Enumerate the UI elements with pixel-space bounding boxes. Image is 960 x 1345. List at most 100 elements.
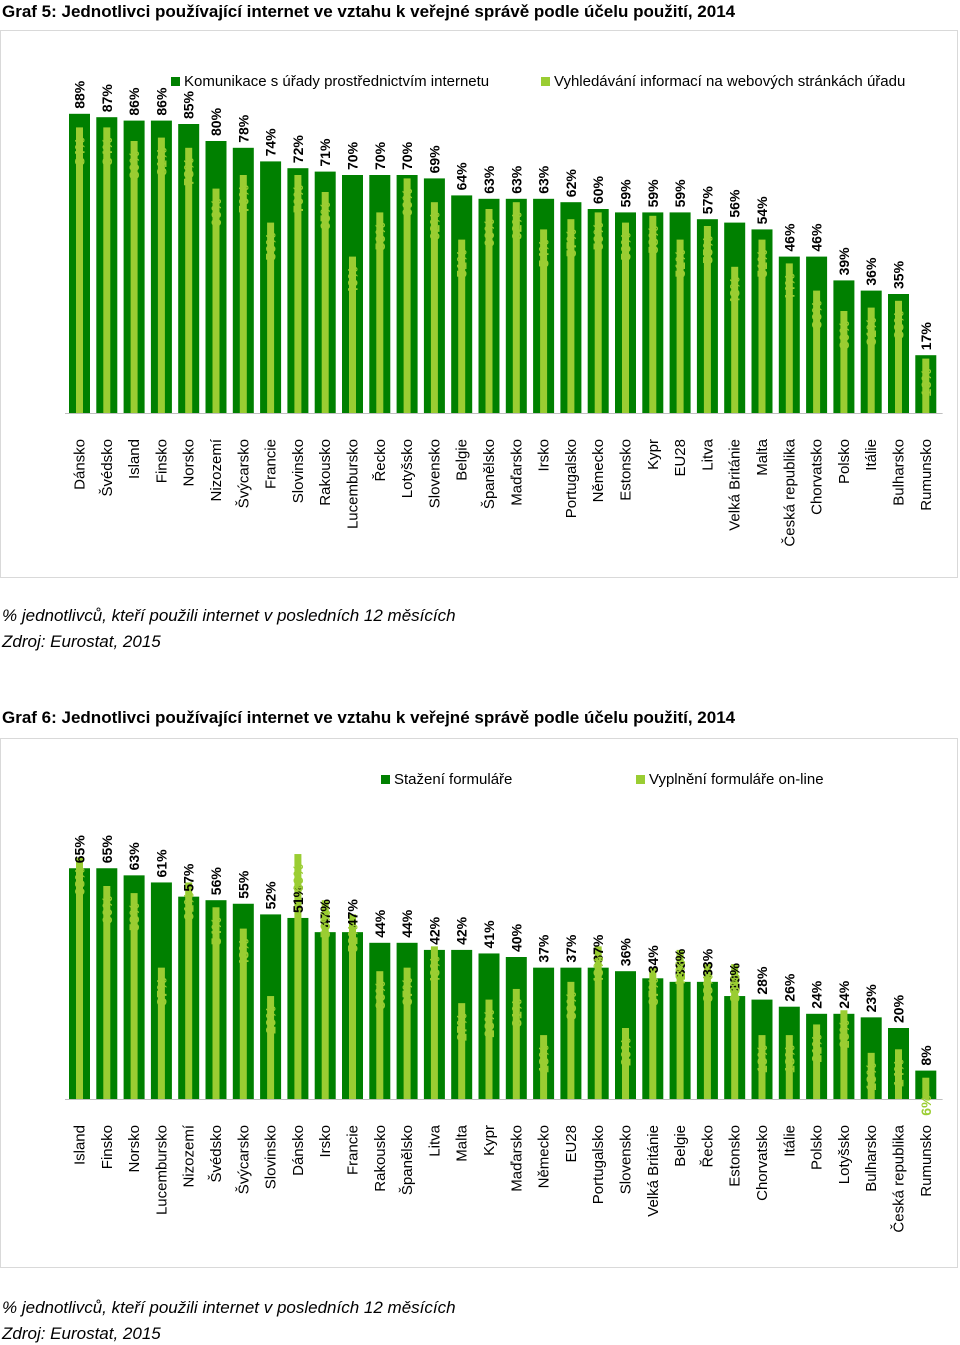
data-label-series-2: 69% (290, 863, 306, 892)
category-label: Německo (590, 439, 607, 502)
data-label-series-1: 17% (918, 322, 934, 351)
bar-series-2 (649, 967, 657, 1099)
category-label: Polsko (836, 439, 853, 484)
bar-series-2 (403, 967, 411, 1099)
category-label: Slovensko (426, 439, 443, 508)
bar-series-2 (130, 893, 138, 1099)
data-label-series-1: 63% (536, 165, 552, 194)
bar-series-2 (922, 1077, 930, 1099)
category-label: Litva (426, 1124, 443, 1156)
data-label-series-1: 28% (754, 966, 770, 995)
bar-series-2 (649, 215, 657, 413)
data-label-series-2: 56% (618, 232, 634, 261)
bar-series-2 (430, 202, 438, 413)
data-label-series-1: 57% (699, 186, 715, 215)
category-label: Česká republika (781, 438, 798, 546)
data-label-series-2: 56% (263, 232, 279, 261)
category-label: Španělsko (399, 1125, 416, 1195)
data-label-series-1: 56% (727, 189, 743, 218)
data-label-series-1: 78% (235, 114, 251, 143)
data-label-series-2: 84% (99, 137, 115, 166)
bar-series-2 (458, 1003, 466, 1099)
data-label-series-2: 43% (590, 956, 606, 985)
category-label: Slovinsko (263, 1125, 280, 1189)
data-label-series-1: 64% (454, 162, 470, 191)
data-label-series-2: 25% (836, 1020, 852, 1049)
data-label-series-1: 87% (99, 84, 115, 113)
bar-series-2 (758, 239, 766, 413)
bar-series-2 (895, 1049, 902, 1099)
data-label-series-1: 44% (399, 909, 415, 938)
category-label: Litva (699, 438, 716, 470)
data-label-series-1: 35% (891, 260, 907, 289)
legend-label-1: Stažení formuláře (394, 771, 512, 788)
legend-swatch-2 (636, 775, 645, 784)
category-label: Švédsko (99, 439, 116, 497)
data-label-series-2: 59% (372, 222, 388, 251)
data-label-series-2: 48% (235, 938, 251, 967)
data-label-series-2: 80% (126, 150, 142, 179)
data-label-series-1: 71% (317, 138, 333, 167)
category-label: Řecko (372, 439, 389, 482)
category-label: Maďarsko (508, 439, 525, 506)
bar-series-2 (731, 266, 739, 413)
data-label-series-2: 18% (781, 1045, 797, 1074)
bar-series-2 (76, 127, 83, 414)
bar-series-1 (533, 967, 555, 1099)
category-label: Estonsko (618, 439, 635, 501)
bar-series-2 (703, 226, 711, 413)
bar-series-2 (321, 192, 329, 413)
category-label: Chorvatsko (754, 1125, 771, 1201)
category-label: Estonsko (727, 1125, 744, 1187)
data-label-series-1: 59% (645, 179, 661, 208)
data-label-series-1: 63% (508, 165, 524, 194)
data-label-series-1: 33% (699, 948, 715, 977)
category-label: Dánsko (290, 1125, 307, 1176)
data-label-series-1: 44% (372, 909, 388, 938)
data-label-series-2: 66% (208, 198, 224, 227)
data-label-series-1: 57% (181, 863, 197, 892)
bar-series-2 (294, 175, 302, 413)
data-label-series-2: 21% (809, 1034, 825, 1063)
data-label-series-1: 63% (481, 165, 497, 194)
bar-series-2 (813, 290, 821, 413)
chart-6-title: Graf 6: Jednotlivci používající internet… (2, 708, 736, 727)
category-label: Slovinsko (290, 439, 307, 503)
data-label-series-1: 20% (891, 994, 907, 1023)
data-label-series-1: 29% (727, 962, 743, 991)
data-label-series-2: 70% (235, 184, 251, 213)
data-label-series-2: 60% (481, 218, 497, 247)
data-label-series-2: 51% (454, 249, 470, 278)
category-label: Francie (345, 1125, 362, 1175)
bar-series-2 (157, 137, 165, 413)
data-label-series-1: 60% (590, 175, 606, 204)
data-label-series-2: 44% (781, 273, 797, 302)
chart-6-svg: Stažení formuláře Vyplnění formuláře on-l… (65, 771, 943, 1233)
data-label-series-1: 61% (153, 849, 169, 878)
category-label: Nizozemí (208, 438, 225, 501)
data-label-series-2: 62% (426, 212, 442, 241)
data-label-series-1: 37% (590, 934, 606, 963)
chart-5-frame: Komunikace s úřady prostřednictvím inter… (0, 30, 958, 578)
chart-6-source: Zdroj: Eurostat, 2015 (2, 1324, 161, 1343)
bar-series-2 (103, 886, 111, 1099)
category-label: Švédsko (208, 1125, 225, 1183)
category-label: Dánsko (72, 439, 89, 490)
category-label: Rakousko (372, 1125, 389, 1192)
bar-series-2 (76, 857, 83, 1099)
data-label-series-2: 54% (208, 917, 224, 946)
data-label-series-1: 85% (181, 90, 197, 119)
bar-series-2 (157, 967, 165, 1099)
data-label-series-2: 18% (536, 1045, 552, 1074)
data-label-series-2: 81% (153, 147, 169, 176)
data-label-series-1: 24% (836, 980, 852, 1009)
category-label: Irsko (317, 1125, 334, 1158)
data-label-series-2: 58% (126, 903, 142, 932)
bar-series-2 (103, 127, 111, 414)
chart-5-note: % jednotlivců, kteří použili internet v … (2, 606, 456, 625)
chart-6-frame: Stažení formuláře Vyplnění formuláře on-l… (0, 738, 958, 1268)
data-label-series-2: 62% (508, 212, 524, 241)
data-label-series-1: 59% (672, 179, 688, 208)
category-label: Kypr (481, 1125, 498, 1156)
chart-6-note: % jednotlivců, kteří použili internet v … (2, 1298, 456, 1317)
